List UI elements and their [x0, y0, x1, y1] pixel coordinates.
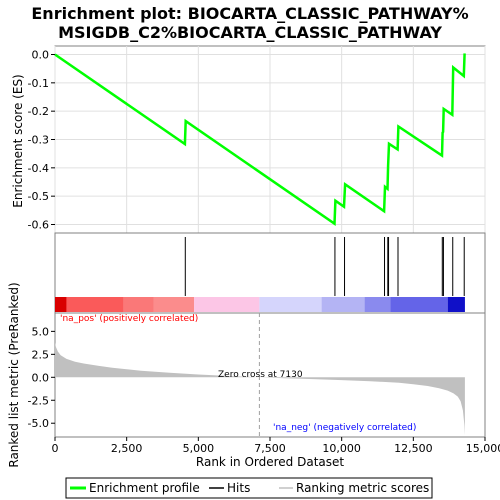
chart-title-line-1: Enrichment plot: BIOCARTA_CLASSIC_PATHWA…: [31, 4, 468, 23]
es-y-tick-label: -0.3: [28, 134, 49, 147]
hits-panel: [54, 232, 486, 314]
es-y-tick-label: -0.1: [28, 77, 49, 90]
x-axis-label: Rank in Ordered Dataset: [196, 455, 344, 469]
heatmap-segment: [364, 297, 391, 312]
metric-y-axis-label: Ranked list metric (PreRanked): [7, 282, 21, 467]
heatmap-segment: [447, 297, 465, 312]
hit-markers: [184, 237, 465, 296]
x-tick-label: 0: [52, 442, 59, 455]
heatmap-segment: [259, 297, 322, 312]
metric-y-ticks: 5.0 2.5 0.0 -2.5 -5.0: [28, 325, 55, 430]
heatmap-segment: [55, 297, 67, 312]
heatmap-segment: [321, 297, 365, 312]
es-y-axis-label: Enrichment score (ES): [11, 74, 25, 207]
legend-frame: [65, 477, 433, 499]
metric-y-tick-label: 2.5: [32, 348, 50, 361]
x-tick-label: 7,500: [254, 442, 286, 455]
legend-label-hits: Hits: [227, 481, 250, 495]
x-tick-label: 2,500: [111, 442, 143, 455]
na-pos-annotation: 'na_pos' (positively correlated): [60, 314, 198, 324]
na-neg-annotation: 'na_neg' (negatively correlated): [273, 423, 416, 433]
metric-y-tick-label: -2.5: [28, 394, 49, 407]
es-y-ticks: 0.0 -0.1 -0.2 -0.3 -0.4 -0.5 -0.6: [28, 49, 55, 232]
heatmap-segment: [390, 297, 448, 312]
metric-y-tick-label: 5.0: [32, 325, 50, 338]
metric-y-tick-label: -5.0: [28, 417, 49, 430]
enrichment-profile-line: [54, 53, 466, 227]
metric-y-tick-label: 0.0: [32, 371, 50, 384]
legend-label-enrichment-profile: Enrichment profile: [89, 481, 200, 495]
heatmap-segment: [194, 297, 260, 312]
x-tick-label: 12,500: [394, 442, 433, 455]
legend-label-ranking-metric-scores: Ranking metric scores: [296, 481, 429, 495]
x-tick-label: 10,000: [322, 442, 361, 455]
chart-title-line-2: MSIGDB_C2%BIOCARTA_CLASSIC_PATHWAY: [58, 23, 442, 42]
zero-cross-annotation: Zero cross at 7130: [218, 370, 303, 380]
es-panel: 0.0 -0.1 -0.2 -0.3 -0.4 -0.5 -0.6: [28, 45, 486, 234]
es-y-tick-label: -0.5: [28, 190, 49, 203]
heatmap-segment: [153, 297, 195, 312]
es-y-tick-label: 0.0: [32, 49, 50, 62]
es-y-tick-label: -0.4: [28, 162, 49, 175]
x-axis: 0 2,500 5,000 7,500 10,000 12,500 15,000: [52, 437, 500, 455]
es-y-tick-label: -0.6: [28, 219, 49, 232]
rank-heatmap-bar: [55, 297, 465, 312]
x-tick-label: 5,000: [183, 442, 215, 455]
metric-panel: 5.0 2.5 0.0 -2.5 -5.0 'na_pos' (positively c…: [28, 312, 486, 438]
legend: Enrichment profile Hits Ranking metric s…: [65, 477, 433, 499]
x-tick-label: 15,000: [466, 442, 500, 455]
heatmap-segment: [123, 297, 154, 312]
es-gridlines: [54, 46, 486, 233]
heatmap-segment: [66, 297, 124, 312]
es-y-tick-label: -0.2: [28, 105, 49, 118]
